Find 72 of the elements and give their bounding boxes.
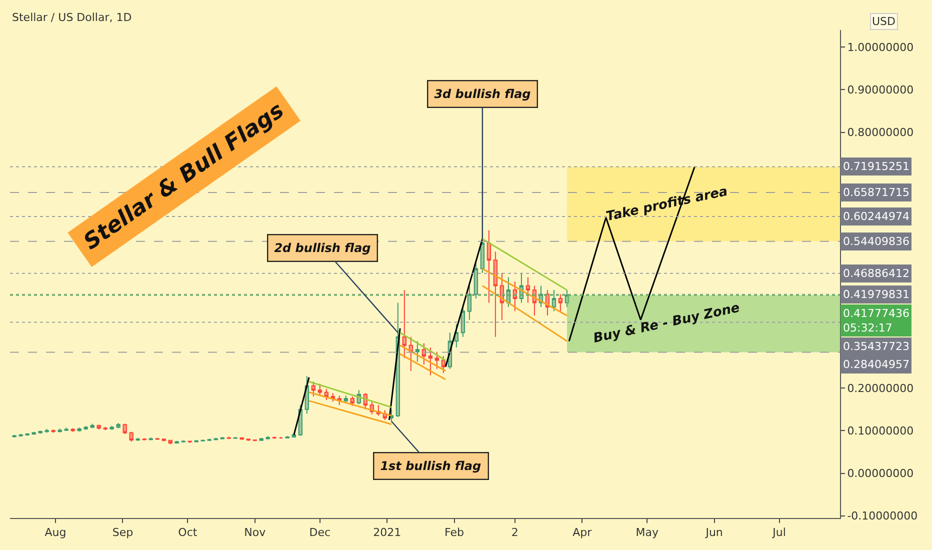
candlestick [136, 437, 140, 442]
candlestick [486, 230, 492, 304]
candlestick [110, 425, 114, 430]
candlestick [103, 426, 108, 431]
candlestick [278, 436, 283, 440]
ref-line-label: 0.35437723 [843, 340, 910, 353]
candlestick [285, 436, 290, 439]
candlestick [252, 439, 257, 442]
y-tick-label: 0.20000000 [847, 382, 914, 395]
band-label: Buy & Re - Buy Zone [592, 300, 742, 346]
ref-line-label: 0.60244974 [843, 210, 910, 223]
x-tick-label: Jun [704, 526, 723, 540]
x-tick-label: Feb [444, 526, 464, 540]
candlestick [162, 438, 166, 442]
ref-line-label: 0.54409836 [843, 235, 910, 248]
annotation: 1st bullish flag [380, 459, 482, 474]
y-tick-label: 0.80000000 [847, 126, 914, 140]
annotation: 2d bullish flag [274, 241, 372, 256]
candlestick [344, 395, 348, 404]
candlestick [226, 436, 231, 440]
ref-line-label: 0.46886412 [843, 267, 910, 280]
x-tick-label: May [636, 526, 659, 540]
candlestick [51, 428, 56, 434]
x-tick-label: Jul [772, 526, 786, 540]
x-tick-label: 2021 [373, 526, 402, 540]
x-tick-label: Nov [244, 526, 266, 540]
candlestick [350, 396, 354, 406]
candlestick [259, 437, 264, 442]
candlestick [233, 436, 238, 440]
ref-line-label: 0.41777436 05:32:17 [843, 307, 910, 334]
ref-line-label: 0.65871715 [843, 186, 910, 199]
ref-line-label: 0.41979831 [843, 288, 910, 301]
candlestick [558, 294, 563, 312]
y-tick-label: 0.10000000 [847, 424, 914, 438]
band-label: Take profits area [604, 184, 730, 225]
y-tick-label: 0.90000000 [847, 84, 914, 97]
candlestick [58, 428, 62, 433]
y-tick-label: -0.10000000 [847, 510, 918, 523]
candlestick [526, 276, 530, 304]
candlestick [122, 423, 127, 435]
x-tick-label: Sep [112, 526, 134, 540]
candlestick [200, 439, 205, 442]
x-tick-label: Aug [44, 526, 66, 540]
x-tick-label: Dec [309, 526, 331, 540]
candlestick [174, 440, 179, 444]
x-tick-label: 2 [511, 526, 518, 540]
candlestick [12, 434, 16, 438]
candlestick [207, 438, 212, 442]
candlestick [552, 289, 556, 312]
candlestick [148, 436, 153, 441]
candlestick [246, 438, 250, 442]
text: USD [872, 15, 896, 28]
y-tick-label: 0.00000000 [847, 467, 914, 480]
annotation: 3d bullish flag [434, 87, 532, 102]
candlestick [129, 431, 134, 442]
chart-title: Stellar / US Dollar, 1D [12, 11, 132, 24]
candlestick [467, 285, 472, 320]
candlestick [168, 440, 172, 445]
y-tick-label: 1.00000000 [847, 40, 914, 54]
candlestick [402, 289, 407, 359]
ref-line-label: 0.28404957 [843, 358, 910, 371]
candlestick [460, 306, 466, 338]
candlestick [493, 251, 498, 338]
candlestick [25, 432, 30, 436]
candlestick [38, 430, 42, 434]
candlestick [116, 422, 120, 429]
candlestick [84, 425, 88, 430]
candlestick [96, 424, 101, 430]
ref-line-label: 0.71915251 [843, 160, 910, 173]
x-tick-label: Oct [178, 526, 198, 540]
x-tick-label: Apr [572, 526, 592, 540]
candlestick [44, 428, 49, 434]
